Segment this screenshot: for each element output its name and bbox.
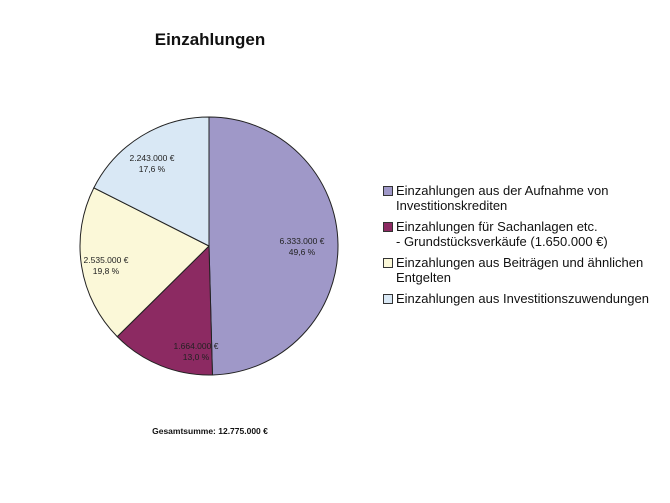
slice-label-zuwendungen: 2.243.000 € 17,6 % bbox=[129, 153, 175, 174]
pie-slice bbox=[116, 244, 213, 376]
slice-label-investitionskredite: 6.333.000 € 49,6 % bbox=[279, 236, 325, 257]
legend-swatch-icon bbox=[383, 294, 393, 304]
legend-item-zuwendungen: Einzahlungen aus Investitionszuwendungen bbox=[383, 291, 668, 306]
pie-slice bbox=[79, 187, 210, 338]
slice-label-beitraege: 2.535.000 € 19,8 % bbox=[83, 255, 129, 276]
legend-item-beitraege: Einzahlungen aus Beiträgen und ähnlichen… bbox=[383, 255, 668, 285]
legend-item-sachanlagen: Einzahlungen für Sachanlagen etc. - Grund… bbox=[383, 219, 668, 249]
legend-item-investitionskredite: Einzahlungen aus der Aufnahme von Investi… bbox=[383, 183, 668, 213]
total-sum: Gesamtsumme: 12.775.000 € bbox=[152, 426, 268, 436]
legend-swatch-icon bbox=[383, 186, 393, 196]
pie-slice bbox=[93, 116, 210, 247]
legend: Einzahlungen aus der Aufnahme von Investi… bbox=[383, 183, 668, 312]
chart-title: Einzahlungen bbox=[154, 30, 266, 49]
legend-swatch-icon bbox=[383, 258, 393, 268]
pie-slice bbox=[208, 116, 339, 376]
slice-label-sachanlagen: 1.664.000 € 13,0 % bbox=[173, 341, 219, 362]
legend-swatch-icon bbox=[383, 222, 393, 232]
